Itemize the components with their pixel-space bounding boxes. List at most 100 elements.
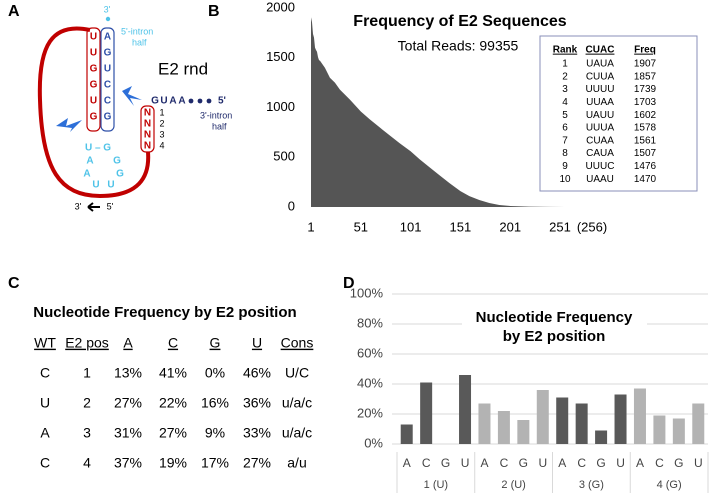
n-box	[140, 105, 155, 153]
intron-label: half	[132, 37, 147, 47]
loop	[37, 26, 151, 199]
inset-cell: 7	[562, 135, 568, 146]
intron-label: half	[212, 121, 227, 131]
n-number: 3	[159, 129, 164, 139]
x-tick-label: G	[441, 456, 450, 470]
stem-base: U	[90, 96, 97, 107]
x-tick-label: 151	[450, 219, 472, 234]
x-tick-label: G	[674, 456, 683, 470]
tail-base: A	[169, 96, 176, 107]
rna-diagram: 3' 5'-intron half E2 rnd 5' 3'-intron ha…	[37, 4, 232, 212]
table-cell: A	[40, 425, 50, 441]
loop-base: G	[113, 156, 121, 167]
end-label: 5'	[218, 96, 226, 107]
inset-cell: 1907	[634, 59, 657, 70]
x-tick-label: C	[422, 456, 431, 470]
table-cell: U/C	[285, 365, 309, 381]
stem-base: C	[104, 80, 111, 91]
x-tick-label: C	[577, 456, 586, 470]
inset-cell: 6	[562, 123, 568, 134]
stem-box	[86, 27, 101, 132]
stem-base: G	[90, 112, 98, 123]
inset-cell: CUUA	[586, 71, 615, 82]
y-tick-label: 2000	[266, 0, 295, 14]
bar	[614, 394, 627, 444]
bar	[400, 424, 413, 444]
n-number: 2	[159, 118, 164, 128]
loop-base: A	[83, 169, 90, 180]
n-number: 1	[159, 107, 164, 117]
table-cell: C	[40, 455, 50, 471]
table-cell: 31%	[114, 425, 142, 441]
table-cell: U	[40, 395, 50, 411]
inset-cell: 10	[559, 174, 571, 185]
group-label: 2 (U)	[501, 479, 525, 491]
annotation: Total Reads: 99355	[398, 38, 519, 54]
dot	[105, 16, 111, 22]
dot	[206, 98, 212, 104]
x-tick-label: C	[655, 456, 664, 470]
table-cell: 37%	[114, 455, 142, 471]
stem-base: G	[104, 112, 112, 123]
title-background	[462, 306, 647, 348]
x-tick-label: G	[519, 456, 528, 470]
x-tick-label: G	[596, 456, 605, 470]
group-label: 4 (G)	[657, 479, 682, 491]
table-cell: 27%	[159, 425, 187, 441]
stem-base: U	[104, 64, 111, 75]
inset-cell: 8	[562, 148, 568, 159]
table-header: A	[123, 335, 133, 351]
stem-box	[100, 27, 115, 132]
table-cell: 17%	[201, 455, 229, 471]
loop-base: U	[92, 180, 99, 191]
stem-base: U	[90, 48, 97, 59]
inset-cell: 2	[562, 71, 568, 82]
stem-base: C	[104, 96, 111, 107]
y-tick-label: 500	[273, 149, 295, 164]
arrow	[87, 202, 100, 212]
x-tick-label: A	[558, 456, 566, 470]
x-tick-label: U	[616, 456, 625, 470]
bar	[653, 415, 666, 444]
n-base: N	[144, 130, 151, 141]
table-header: WT	[34, 335, 56, 351]
panel-label: C	[8, 275, 20, 292]
loop-base: U	[107, 180, 114, 191]
n-base: N	[144, 141, 151, 152]
table-cell: 46%	[243, 365, 271, 381]
x-tick-label: 1	[307, 219, 314, 234]
table-cell: 13%	[114, 365, 142, 381]
y-tick-label: 1500	[266, 49, 295, 64]
table-cell: 3	[83, 425, 91, 441]
bar	[459, 375, 472, 444]
inset-box	[539, 35, 698, 192]
stem-base: A	[104, 32, 111, 43]
inset-cell: 1507	[634, 148, 657, 159]
x-tick-label: 51	[354, 219, 368, 234]
tail-base: U	[160, 96, 167, 107]
end-label: 3'	[75, 201, 82, 211]
loop-base: G	[116, 169, 124, 180]
inset-cell: 1476	[634, 161, 657, 172]
inset-header: CUAC	[586, 45, 615, 56]
inset-cell: UUUC	[586, 161, 615, 172]
table-cell: C	[40, 365, 50, 381]
table-cell: 16%	[201, 395, 229, 411]
inset-cell: 1561	[634, 135, 657, 146]
table-header: G	[210, 335, 221, 351]
tail-base: G	[151, 96, 159, 107]
table-cell: 2	[83, 395, 91, 411]
x-tick-label: U	[461, 456, 470, 470]
y-tick-label: 100%	[350, 285, 384, 300]
table-cell: a/u	[287, 455, 306, 471]
inset-cell: UUAA	[586, 97, 614, 108]
y-tick-label: 60%	[357, 345, 383, 360]
x-tick-label: 251	[549, 219, 571, 234]
table-header: C	[168, 335, 178, 351]
bar	[692, 403, 705, 444]
end-label: 5'	[107, 201, 114, 211]
inset-cell: 1602	[634, 110, 657, 121]
y-tick-label: 40%	[357, 375, 383, 390]
inset-cell: 1739	[634, 84, 657, 95]
x-tick-label: C	[500, 456, 509, 470]
